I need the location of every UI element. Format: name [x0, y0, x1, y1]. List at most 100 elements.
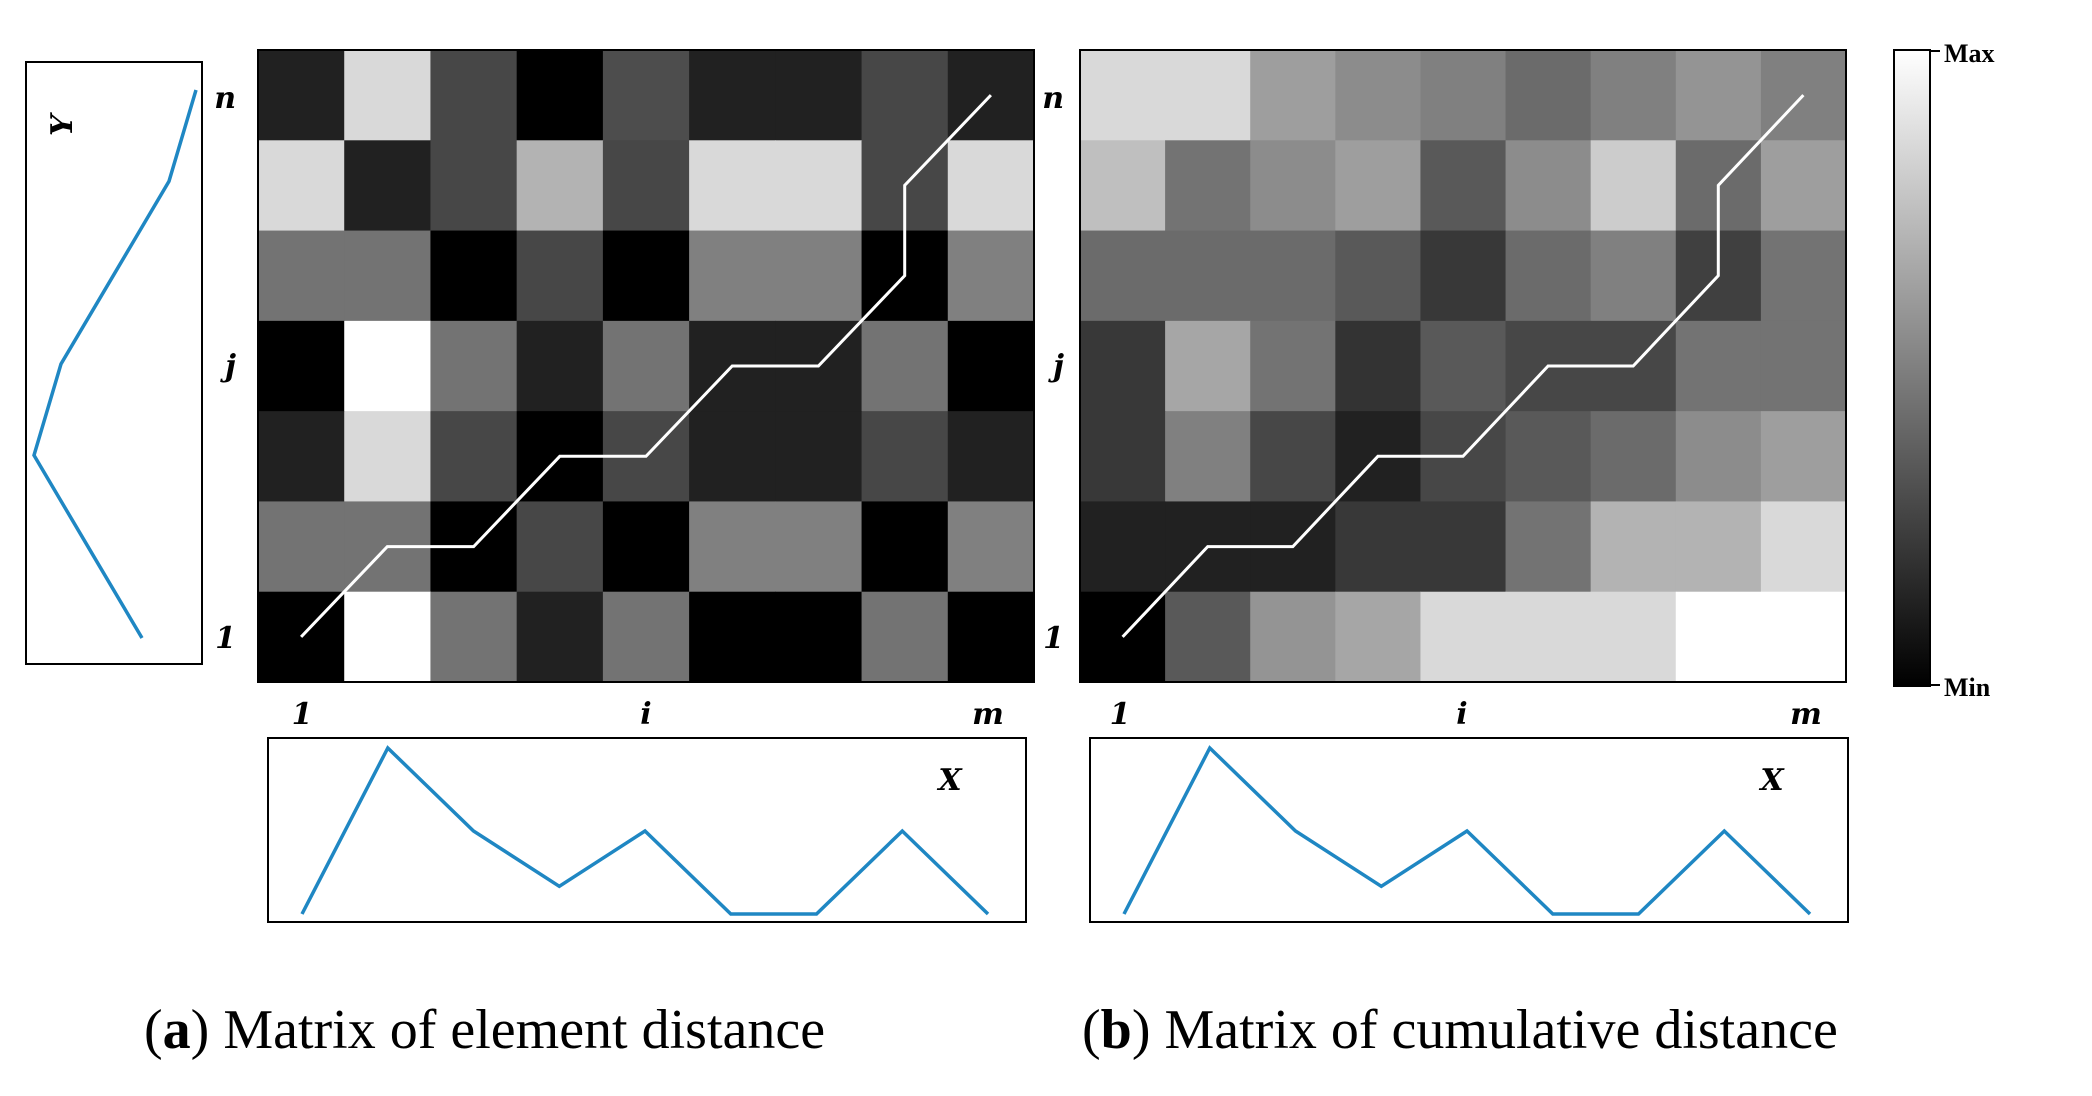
- panel-a-cell: [344, 591, 432, 683]
- panel-b-cell: [1760, 230, 1847, 322]
- panel-b-cell: [1080, 501, 1166, 593]
- caption-b-open-paren: (: [1082, 999, 1101, 1061]
- signal-x-frame-a: [267, 737, 1027, 923]
- panel-a-cell: [775, 140, 863, 232]
- panel-a-cell: [430, 411, 518, 503]
- signal-x-frame-b: [1089, 737, 1849, 923]
- panel-a-cell: [516, 591, 604, 683]
- panel-b-xlabel-1: 1: [1110, 697, 1131, 732]
- panel-a-cell: [344, 411, 432, 503]
- panel-b-ylabel-j: j: [1048, 349, 1064, 384]
- colorbar-min-label: Min: [1944, 673, 1991, 702]
- panel-a-cell: [344, 230, 432, 322]
- panel-a-cell: [430, 140, 518, 232]
- panel-b-cell: [1675, 50, 1762, 141]
- panel-b-cell: [1760, 320, 1847, 412]
- panel-b-cell: [1250, 50, 1336, 141]
- signal-x-label-a: X: [936, 763, 963, 798]
- panel-a-cell: [602, 230, 690, 322]
- caption-a: (a) Matrix of element distance: [144, 999, 825, 1061]
- panel-b-cell: [1335, 591, 1422, 683]
- panel-b-cell: [1080, 50, 1166, 141]
- panel-a-cell: [775, 230, 863, 322]
- panel-b-cell: [1420, 230, 1507, 322]
- panel-b-xlabel-m: m: [1790, 697, 1822, 732]
- panel-b-cell: [1760, 411, 1847, 503]
- panel-a-cell: [430, 230, 518, 322]
- panel-b-cell: [1590, 591, 1677, 683]
- panel-b-cell: [1250, 230, 1336, 322]
- panel-b-cell: [1420, 50, 1507, 141]
- panel-a-cell: [861, 591, 949, 683]
- panel-a-cell: [947, 140, 1035, 232]
- panel-b-cell: [1165, 320, 1251, 412]
- panel-b-cell: [1335, 50, 1422, 141]
- panel-a-xlabel-1: 1: [292, 697, 313, 732]
- panel-a-ylabel-1: 1: [215, 621, 236, 656]
- panel-b-cell: [1250, 591, 1336, 683]
- panel-a-cell: [602, 591, 690, 683]
- panel-b-cell: [1335, 320, 1422, 412]
- panel-b-cell: [1335, 140, 1422, 232]
- panel-b-ylabel-1: 1: [1043, 621, 1064, 656]
- signal-y-frame: [25, 61, 203, 665]
- panel-b-cell: [1760, 501, 1847, 593]
- panel-b-cell: [1080, 320, 1166, 412]
- panel-b-cell: [1250, 140, 1336, 232]
- panel-b-cell: [1420, 140, 1507, 232]
- panel-b-cell: [1250, 320, 1336, 412]
- panel-a-cell: [430, 591, 518, 683]
- panel-a-cell: [516, 230, 604, 322]
- panel-b-cell: [1675, 411, 1762, 503]
- signal-y-curve: [32, 89, 198, 639]
- caption-a-text: Matrix of element distance: [209, 999, 825, 1061]
- panel-b-cell: [1080, 140, 1166, 232]
- panel-a-ylabel-n: n: [214, 81, 236, 116]
- panel-b-cell: [1420, 320, 1507, 412]
- panel-a-cell: [861, 50, 949, 141]
- panel-b-cell: [1250, 411, 1336, 503]
- panel-a-cell: [689, 50, 776, 141]
- panel-a-ylabel-j: j: [220, 349, 236, 384]
- panel-b-cell: [1505, 140, 1592, 232]
- panel-b-cell: [1335, 230, 1422, 322]
- panel-a-cell: [689, 140, 776, 232]
- signal-x-label-b: X: [1758, 763, 1785, 798]
- panel-b-cell: [1760, 140, 1847, 232]
- panel-a-cell: [602, 140, 690, 232]
- panel-a-cell: [602, 501, 690, 593]
- panel-a-warp-path: [300, 94, 992, 638]
- panel-b-cell: [1165, 411, 1251, 503]
- panel-b-cell: [1590, 140, 1677, 232]
- panel-a-cell: [430, 320, 518, 412]
- panel-b-frame: [1079, 49, 1847, 683]
- panel-a-frame: [257, 49, 1035, 683]
- panel-b-cell: [1165, 50, 1251, 141]
- panel-b-cell: [1080, 411, 1166, 503]
- caption-b: (b) Matrix of cumulative distance: [1082, 999, 1838, 1061]
- panel-b-cell: [1590, 50, 1677, 141]
- panel-a-cell: [516, 50, 604, 141]
- panel-a-cell: [689, 230, 776, 322]
- panel-a-cell: [861, 320, 949, 412]
- panel-a-cell: [947, 230, 1035, 322]
- panel-b-cell: [1590, 501, 1677, 593]
- panel-b-xlabel-i: i: [1456, 697, 1467, 732]
- panel-a-cell: [516, 501, 604, 593]
- signal-x-curve-b: [1122, 745, 1812, 916]
- panel-a-cell: [430, 50, 518, 141]
- caption-a-close-paren: ): [191, 999, 210, 1061]
- panel-b-cell: [1420, 501, 1507, 593]
- caption-a-open-paren: (: [144, 999, 163, 1061]
- panel-a-cell: [344, 140, 432, 232]
- panel-a-xlabel-i: i: [640, 697, 651, 732]
- panel-a-cell: [947, 501, 1035, 593]
- panel-b-cell: [1760, 591, 1847, 683]
- panel-b-matrix: [1080, 50, 1847, 683]
- panel-b-cell: [1165, 591, 1251, 683]
- panel-b-cell: [1335, 501, 1422, 593]
- caption-a-letter: a: [163, 999, 191, 1061]
- panel-b-cell: [1675, 501, 1762, 593]
- colorbar-max-label: Max: [1944, 39, 1995, 68]
